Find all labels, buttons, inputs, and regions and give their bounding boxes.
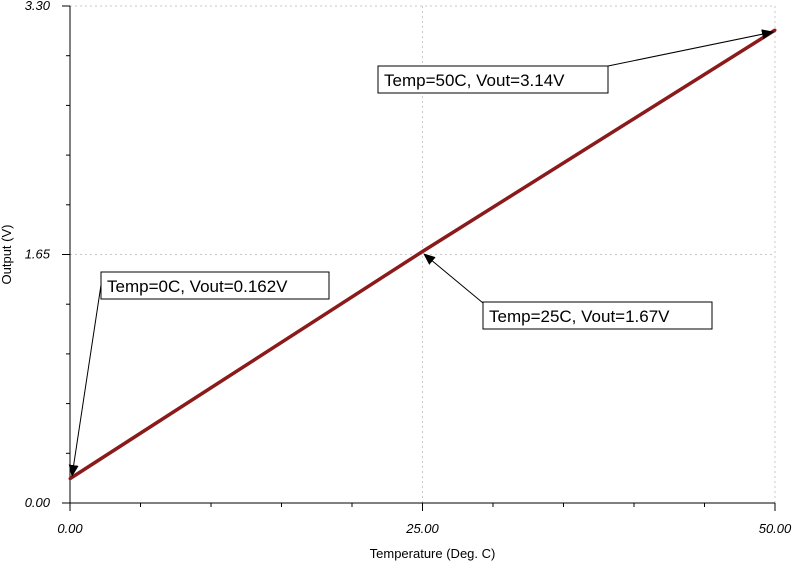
data-point [421, 249, 424, 253]
annotation-box [482, 301, 713, 330]
x-axis-title: Temperature (Deg. C) [370, 546, 496, 561]
x-tick-label: 25.00 [405, 521, 439, 536]
annotation-label: Temp=50C, Vout=3.14V [384, 71, 565, 90]
data-point [773, 28, 777, 32]
x-tick-label: 50.00 [759, 521, 792, 536]
y-tick-label: 3.30 [25, 0, 51, 13]
data-point [68, 477, 72, 481]
annotation-box [100, 271, 330, 300]
annotation-arrow [68, 284, 102, 477]
series-group [68, 28, 777, 481]
annotation-box [377, 65, 609, 94]
annotations: Temp=0C, Vout=0.162V Temp=25C, Vout=1.67V… [68, 29, 774, 477]
y-tick-label: 0.00 [25, 495, 51, 510]
y-tick-label: 1.65 [25, 247, 51, 262]
annotation-arrow [607, 29, 774, 67]
axes: 0.00 25.00 50.00 0.00 1.65 3.30 [25, 0, 792, 536]
annotation-arrow [423, 253, 484, 304]
annotation-label: Temp=0C, Vout=0.162V [107, 277, 288, 296]
y-axis-title: Output (V) [0, 225, 14, 285]
x-tick-label: 0.00 [57, 521, 83, 536]
annotation-label: Temp=25C, Vout=1.67V [489, 307, 670, 326]
